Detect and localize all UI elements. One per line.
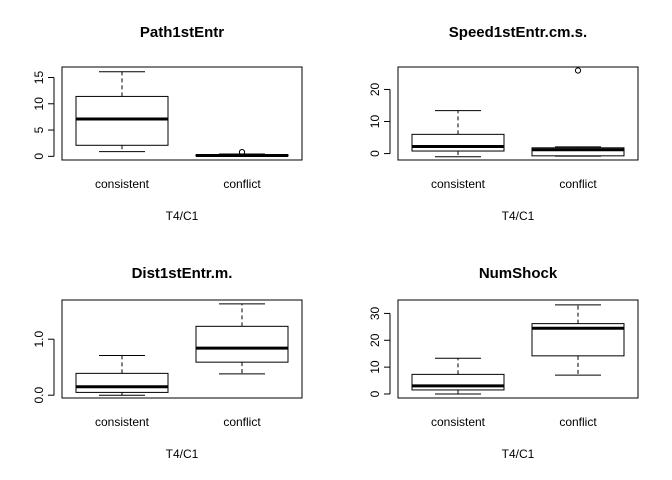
y-tick-label: 5 xyxy=(32,126,46,133)
outlier-point xyxy=(238,149,246,156)
y-tick-label: 30 xyxy=(368,306,382,320)
y-tick-label: 0 xyxy=(368,150,382,157)
chart-title: Dist1stEntr.m. xyxy=(132,265,233,282)
iqr-box xyxy=(411,373,505,391)
x-category-label: conflict xyxy=(223,177,261,191)
y-tick-label: 10 xyxy=(368,115,382,129)
x-category-label: conflict xyxy=(223,415,261,429)
y-tick-label: 20 xyxy=(368,82,382,96)
x-category-label: consistent xyxy=(431,177,486,191)
y-tick-label: 0.0 xyxy=(32,387,46,404)
iqr-box xyxy=(75,372,169,393)
iqr-box xyxy=(531,147,625,157)
x-category-label: consistent xyxy=(95,177,150,191)
panel-4: NumShock 0 10 20 30 consistent conflict T4/C1 xyxy=(368,265,639,461)
y-tick-label: 10 xyxy=(32,97,46,111)
box-consistent xyxy=(75,354,169,396)
box-consistent xyxy=(411,110,505,158)
x-axis-label: T4/C1 xyxy=(502,447,535,461)
plot-frame xyxy=(61,66,303,161)
box-consistent xyxy=(75,71,169,153)
x-axis-label: T4/C1 xyxy=(502,209,535,223)
y-tick-label: 1.0 xyxy=(32,331,46,348)
x-category-label: consistent xyxy=(431,415,486,429)
x-category-label: conflict xyxy=(559,415,597,429)
panel-2: Speed1stEntr.cm.s. 0 10 20 consistent conflic… xyxy=(368,24,639,223)
box-conflict xyxy=(531,304,625,376)
chart-title: Path1stEntr xyxy=(140,24,224,41)
box-conflict xyxy=(531,67,625,157)
iqr-box xyxy=(411,133,505,152)
iqr-box xyxy=(75,95,169,146)
y-tick-label: 0 xyxy=(32,153,46,160)
panel-3: Dist1stEntr.m. 0.0 1.0 consistent conflict T4… xyxy=(32,265,303,461)
chart-title: NumShock xyxy=(479,265,558,282)
chart-title: Speed1stEntr.cm.s. xyxy=(449,24,587,41)
box-conflict xyxy=(195,149,289,158)
outlier-point xyxy=(574,67,582,74)
x-axis-label: T4/C1 xyxy=(166,209,199,223)
x-category-label: conflict xyxy=(559,177,597,191)
y-tick-label: 0 xyxy=(368,390,382,397)
box-consistent xyxy=(411,357,505,395)
y-tick-label: 15 xyxy=(32,71,46,85)
panel-1: Path1stEntr 0 5 10 15 consistent conflict T4/C1 xyxy=(32,24,303,223)
plot-frame xyxy=(397,299,639,399)
y-tick-label: 20 xyxy=(368,333,382,347)
x-axis-label: T4/C1 xyxy=(166,447,199,461)
plot-frame xyxy=(61,299,303,399)
y-tick-label: 10 xyxy=(368,360,382,374)
plot-frame xyxy=(397,66,639,161)
box-conflict xyxy=(195,303,289,375)
x-category-label: consistent xyxy=(95,415,150,429)
iqr-box xyxy=(195,325,289,363)
